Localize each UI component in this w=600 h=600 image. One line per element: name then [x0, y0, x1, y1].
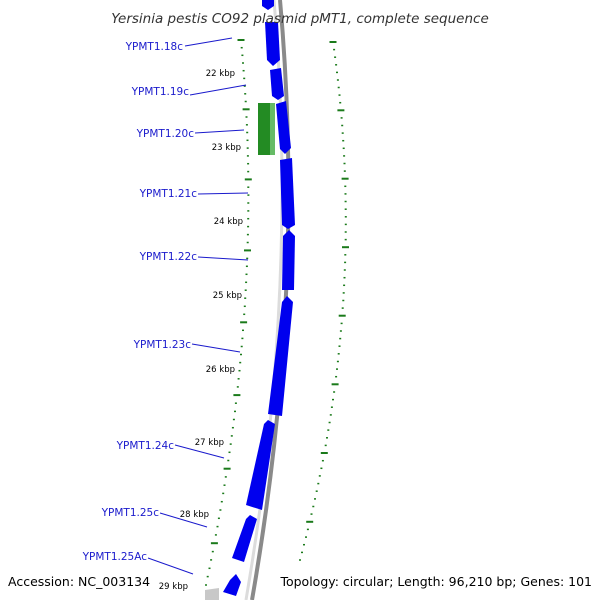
topology-text: Topology: circular; Length: 96,210 bp; G…	[279, 574, 592, 589]
gene-block[interactable]	[282, 230, 295, 290]
gene-leader-line	[194, 129, 245, 134]
accession-text: Accession: NC_003134	[8, 574, 150, 589]
gene-label[interactable]: YPMT1.20c	[136, 128, 195, 140]
gene-label[interactable]: YPMT1.21c	[139, 188, 198, 200]
gene-block[interactable]	[280, 158, 295, 229]
kbp-tick-label: 26 kbp	[206, 365, 235, 375]
gene-block[interactable]	[262, 0, 274, 10]
gene-leader-line	[184, 37, 233, 47]
gene-label[interactable]: YPMT1.25Ac	[82, 551, 148, 563]
kbp-tick-label: 24 kbp	[214, 217, 243, 227]
outer-tick-ring	[299, 41, 349, 561]
gene-block[interactable]	[232, 515, 257, 562]
gene-block[interactable]	[265, 22, 280, 66]
gene-label[interactable]: YPMT1.18c	[125, 41, 184, 53]
kbp-tick-label: 27 kbp	[195, 438, 224, 448]
gene-leader-line	[174, 444, 225, 459]
gene-leader-line	[197, 192, 249, 195]
map-title: Yersinia pestis CO92 plasmid pMT1, compl…	[111, 11, 489, 27]
gene-labels: YPMT1.18c YPMT1.19c YPMT1.20c YPMT1.21c …	[82, 37, 249, 575]
gene-block-highlight-shade	[270, 103, 275, 155]
backbone-outer	[250, 0, 291, 600]
gene-block[interactable]	[276, 101, 291, 154]
gene-block[interactable]	[246, 420, 275, 510]
kbp-tick-label: 28 kbp	[180, 510, 209, 520]
kbp-tick-labels: 22 kbp 23 kbp 24 kbp 25 kbp 26 kbp 27 kb…	[159, 69, 243, 592]
gene-block[interactable]	[223, 574, 241, 596]
gene-label[interactable]: YPMT1.23c	[133, 339, 192, 351]
gene-label[interactable]: YPMT1.19c	[131, 86, 190, 98]
kbp-tick-label: 23 kbp	[212, 143, 241, 153]
gene-track	[223, 0, 295, 596]
gene-label[interactable]: YPMT1.25c	[101, 507, 160, 519]
gene-label[interactable]: YPMT1.24c	[116, 440, 175, 452]
gene-leader-line	[147, 557, 194, 575]
gene-label[interactable]: YPMT1.22c	[139, 251, 198, 263]
inner-tick-ring	[205, 39, 252, 586]
gene-leader-line	[189, 84, 247, 96]
gene-block[interactable]	[268, 296, 293, 416]
gene-block-grey	[205, 588, 219, 600]
gene-leader-line	[191, 343, 241, 353]
kbp-tick-label: 29 kbp	[159, 582, 188, 592]
kbp-tick-label: 25 kbp	[213, 291, 242, 301]
kbp-tick-label: 22 kbp	[206, 69, 235, 79]
gene-block[interactable]	[270, 68, 284, 100]
gene-leader-line	[197, 256, 249, 261]
gene-leader-line	[159, 512, 208, 528]
